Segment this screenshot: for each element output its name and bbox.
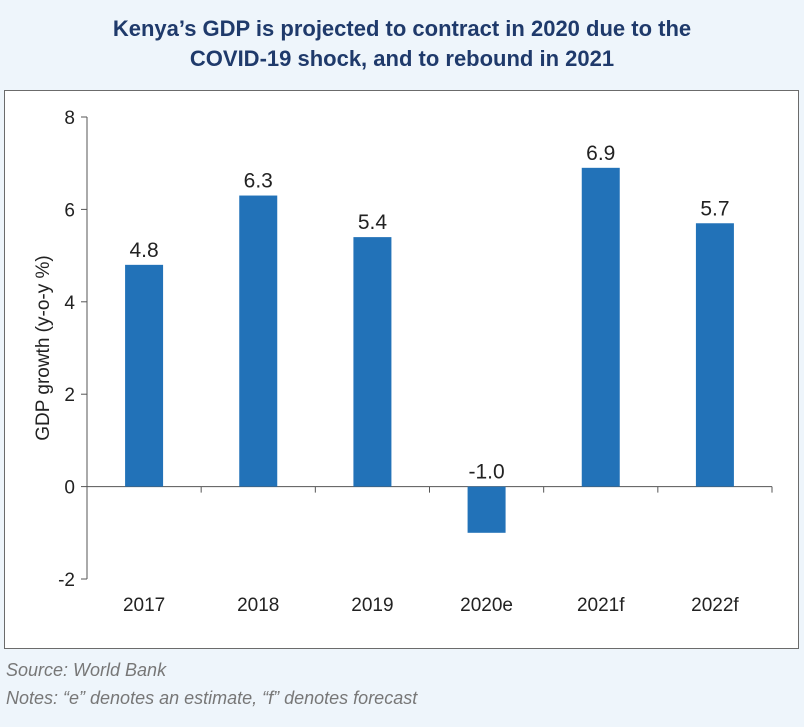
x-tick-label-2019: 2019: [351, 595, 393, 616]
chart-title: Kenya’s GDP is projected to contract in …: [0, 14, 804, 74]
chart-panel: -2 0 2 4 6 8 GDP growth (y-o-y %) 4.8 2017 6.3 201…: [4, 90, 799, 649]
y-tick-label: 0: [64, 478, 75, 499]
source-note: Source: World Bank: [6, 660, 167, 680]
x-tick-label-2022f: 2022f: [691, 595, 739, 616]
data-label-2018: 6.3: [244, 170, 273, 193]
y-tick-label: 4: [64, 293, 75, 314]
y-axis-title: GDP growth (y-o-y %): [33, 255, 54, 440]
data-label-2022f: 5.7: [700, 197, 729, 220]
data-label-2017: 4.8: [129, 239, 158, 262]
data-label-2019: 5.4: [358, 211, 388, 234]
x-tick-label-2020e: 2020e: [460, 595, 513, 616]
y-tick-label: 2: [64, 385, 75, 406]
x-tick-label-2021f: 2021f: [577, 595, 625, 616]
x-tick-label-2017: 2017: [123, 595, 165, 616]
chart-title-line-1: Kenya’s GDP is projected to contract in …: [112, 16, 692, 41]
bar-2020e: [467, 486, 506, 533]
y-tick-label: -2: [58, 570, 75, 591]
bar-2018: [239, 195, 278, 487]
y-tick-label: 6: [64, 200, 75, 221]
bar-2022f: [695, 223, 734, 487]
data-label-2021f: 6.9: [586, 142, 615, 165]
data-label-2020e: -1.0: [468, 461, 504, 484]
bar-chart: -2 0 2 4 6 8 GDP growth (y-o-y %) 4.8 2017 6.3 201…: [33, 108, 773, 616]
bar-2021f: [581, 167, 620, 487]
y-tick-label: 8: [64, 108, 75, 129]
bar-2019: [353, 237, 392, 487]
chart-title-line-2: COVID-19 shock, and to rebound in 2021: [189, 46, 615, 71]
footnote: Notes: “e” denotes an estimate, “f” deno…: [6, 688, 418, 708]
bar-2017: [125, 264, 164, 487]
x-tick-label-2018: 2018: [237, 595, 279, 616]
